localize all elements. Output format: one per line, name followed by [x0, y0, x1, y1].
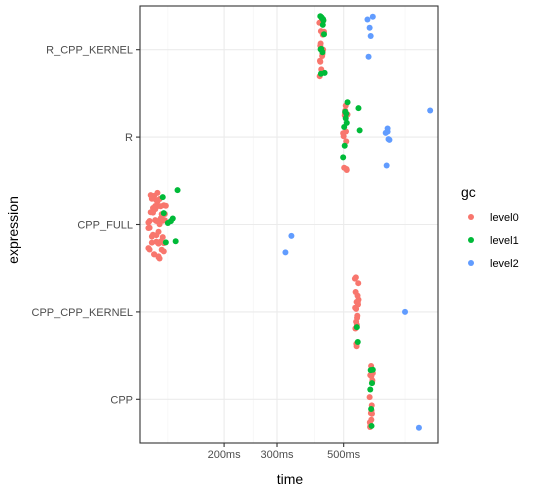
data-point-level0 [354, 292, 361, 299]
data-point-level1 [340, 154, 347, 161]
legend-key-level1 [468, 237, 474, 243]
legend-title: gc [461, 184, 476, 200]
data-point-level0 [160, 202, 167, 209]
data-point-level1 [355, 105, 362, 112]
data-point-level1 [167, 218, 174, 225]
data-point-level2 [364, 16, 371, 23]
data-point-level1 [320, 16, 327, 23]
data-point-level1 [319, 21, 326, 28]
data-point-level1 [367, 386, 374, 393]
data-point-level2 [365, 53, 372, 60]
data-point-level0 [148, 195, 155, 202]
legend-key-level2 [468, 260, 474, 266]
data-point-level0 [354, 314, 361, 321]
data-point-level0 [158, 246, 165, 253]
data-point-level2 [385, 136, 392, 143]
data-point-level0 [146, 224, 153, 231]
data-point-level0 [158, 217, 165, 224]
x-tick-label: 200ms [208, 449, 242, 461]
data-point-level0 [148, 239, 155, 246]
x-tick-label: 500ms [327, 449, 361, 461]
data-point-level0 [153, 238, 160, 245]
data-point-level1 [368, 380, 375, 387]
legend-label-level1: level1 [490, 235, 519, 247]
legend-label-level2: level2 [490, 258, 519, 270]
data-point-level0 [354, 299, 361, 306]
legend-label-level0: level0 [490, 212, 519, 224]
data-point-level1 [160, 210, 167, 217]
data-point-level0 [155, 254, 162, 261]
data-point-level1 [368, 422, 375, 429]
data-point-level1 [353, 324, 360, 331]
data-point-level0 [355, 280, 362, 287]
data-point-level1 [172, 238, 179, 245]
data-point-level1 [162, 239, 169, 246]
data-point-level0 [146, 218, 153, 225]
data-point-level1 [318, 45, 325, 52]
data-point-level0 [154, 189, 161, 196]
legend-key-level0 [468, 214, 474, 220]
plot-panel [139, 5, 439, 444]
data-point-level1 [341, 142, 348, 149]
data-point-level0 [343, 165, 350, 172]
data-point-level2 [367, 33, 374, 39]
data-point-level0 [366, 394, 373, 401]
data-point-level1 [356, 127, 363, 134]
data-point-level1 [343, 119, 350, 126]
data-point-level0 [317, 58, 324, 65]
data-point-level0 [152, 205, 159, 212]
legend: gc level0 level1 level2 [461, 184, 519, 270]
data-point-level0 [353, 305, 360, 312]
data-point-level2 [366, 24, 373, 31]
data-point-level1 [174, 187, 181, 194]
data-point-level1 [317, 70, 324, 77]
x-axis-title: time [277, 471, 304, 487]
data-point-level2 [369, 13, 376, 20]
data-point-level0 [352, 274, 359, 281]
y-tick-label: R_CPP_KERNEL [46, 45, 133, 57]
data-point-level2 [383, 162, 390, 169]
data-point-level0 [151, 251, 158, 258]
y-tick-label: CPP [110, 394, 133, 406]
data-point-level0 [317, 40, 324, 47]
data-point-level0 [153, 218, 160, 225]
data-point-level1 [159, 194, 166, 201]
data-point-level1 [368, 406, 375, 413]
data-point-level0 [146, 246, 153, 253]
data-point-level0 [368, 373, 375, 380]
data-point-level1 [343, 110, 350, 117]
y-tick-label: CPP_CPP_KERNEL [32, 307, 134, 319]
y-tick-label: R [125, 132, 133, 144]
data-point-level1 [344, 99, 351, 106]
data-point-level1 [354, 338, 361, 345]
axes: 200ms 300ms 500ms CPP CPP_CPP_KERNEL CPP_FULL… [32, 45, 361, 461]
data-point-level1 [367, 367, 374, 374]
data-point-level0 [150, 231, 156, 238]
data-point-level1 [342, 115, 349, 122]
data-point-level2 [288, 232, 295, 239]
data-points [145, 13, 434, 431]
data-point-level2 [427, 107, 434, 114]
data-point-level2 [415, 424, 422, 431]
data-point-level2 [282, 249, 289, 256]
y-tick-label: CPP_FULL [77, 220, 133, 232]
data-point-level1 [321, 31, 327, 38]
y-axis-title: expression [5, 196, 21, 264]
data-point-level2 [402, 308, 409, 315]
x-tick-label: 300ms [260, 449, 294, 461]
data-point-level2 [384, 128, 391, 135]
